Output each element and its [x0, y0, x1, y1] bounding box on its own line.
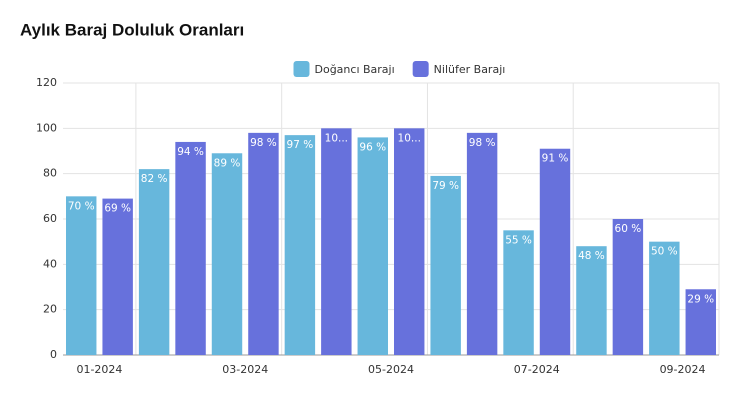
bar	[394, 128, 425, 355]
x-tick-label: 07-2024	[514, 363, 560, 376]
bar	[430, 175, 461, 355]
value-label: 89 %	[214, 157, 241, 169]
bar	[248, 132, 279, 355]
value-label: 82 %	[141, 173, 168, 185]
bar	[284, 135, 316, 355]
value-label: 48 %	[578, 250, 605, 262]
value-label: 94 %	[177, 146, 204, 158]
bar	[649, 241, 680, 355]
bar	[466, 132, 498, 355]
value-label: 50 %	[651, 246, 678, 258]
bar	[175, 141, 206, 355]
legend-label: Doğancı Barajı	[315, 63, 395, 76]
y-tick-label: 120	[36, 76, 57, 89]
value-label: 96 %	[359, 141, 386, 153]
bar	[357, 137, 388, 355]
value-label: 55 %	[505, 234, 532, 246]
bar	[66, 196, 97, 355]
y-tick-label: 80	[43, 167, 57, 180]
value-label: 79 %	[432, 180, 459, 192]
x-tick-label: 05-2024	[368, 363, 414, 376]
bar	[685, 289, 716, 355]
y-tick-label: 20	[43, 303, 57, 316]
legend-swatch	[293, 61, 310, 77]
value-label: 10...	[325, 132, 348, 144]
value-label: 98 %	[250, 137, 277, 149]
value-label: 98 %	[469, 137, 496, 149]
bar	[503, 230, 534, 355]
value-label: 60 %	[615, 223, 642, 235]
x-tick-label: 09-2024	[660, 363, 706, 376]
value-label: 91 %	[542, 153, 569, 165]
value-label: 97 %	[287, 139, 314, 151]
y-tick-label: 60	[43, 212, 57, 225]
bar	[576, 246, 607, 355]
bar	[321, 128, 352, 355]
bar	[138, 169, 170, 355]
value-label: 70 %	[68, 200, 95, 212]
y-tick-label: 0	[50, 348, 57, 361]
value-label: 29 %	[687, 293, 714, 305]
legend-swatch	[412, 61, 429, 77]
bar	[102, 198, 133, 355]
value-label: 10...	[398, 132, 421, 144]
bar	[612, 219, 644, 355]
bar	[211, 153, 243, 355]
y-tick-label: 40	[43, 257, 57, 270]
bar	[539, 148, 571, 355]
x-tick-label: 01-2024	[76, 363, 122, 376]
x-tick-label: 03-2024	[222, 363, 268, 376]
y-tick-label: 100	[36, 121, 57, 134]
chart-title: Aylık Baraj Doluluk Oranları	[20, 20, 244, 39]
legend-label: Nilüfer Barajı	[434, 63, 506, 76]
value-label: 69 %	[104, 203, 131, 215]
